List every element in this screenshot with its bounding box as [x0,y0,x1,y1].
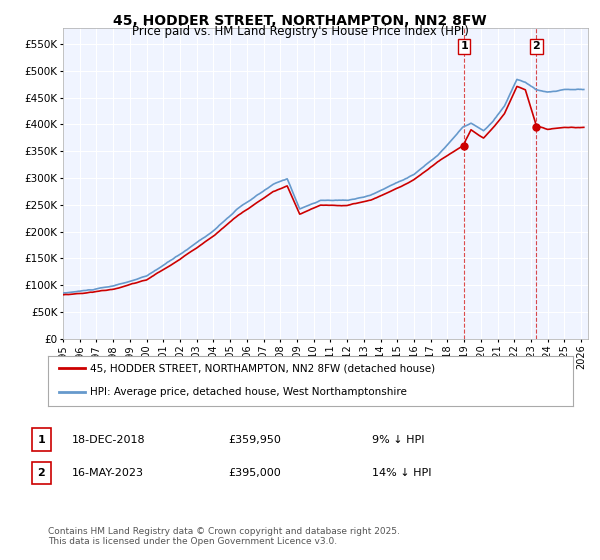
Text: £395,000: £395,000 [228,468,281,478]
Text: 18-DEC-2018: 18-DEC-2018 [72,435,146,445]
Text: £359,950: £359,950 [228,435,281,445]
Text: 45, HODDER STREET, NORTHAMPTON, NN2 8FW (detached house): 45, HODDER STREET, NORTHAMPTON, NN2 8FW … [90,363,435,373]
Text: 16-MAY-2023: 16-MAY-2023 [72,468,144,478]
Text: 2: 2 [533,41,541,52]
Text: Contains HM Land Registry data © Crown copyright and database right 2025.
This d: Contains HM Land Registry data © Crown c… [48,526,400,546]
Text: 1: 1 [38,435,45,445]
Text: 2: 2 [38,468,45,478]
Text: HPI: Average price, detached house, West Northamptonshire: HPI: Average price, detached house, West… [90,387,407,397]
Text: 14% ↓ HPI: 14% ↓ HPI [372,468,431,478]
Text: 9% ↓ HPI: 9% ↓ HPI [372,435,425,445]
Text: 45, HODDER STREET, NORTHAMPTON, NN2 8FW: 45, HODDER STREET, NORTHAMPTON, NN2 8FW [113,14,487,28]
Text: 1: 1 [460,41,468,52]
Text: Price paid vs. HM Land Registry's House Price Index (HPI): Price paid vs. HM Land Registry's House … [131,25,469,38]
